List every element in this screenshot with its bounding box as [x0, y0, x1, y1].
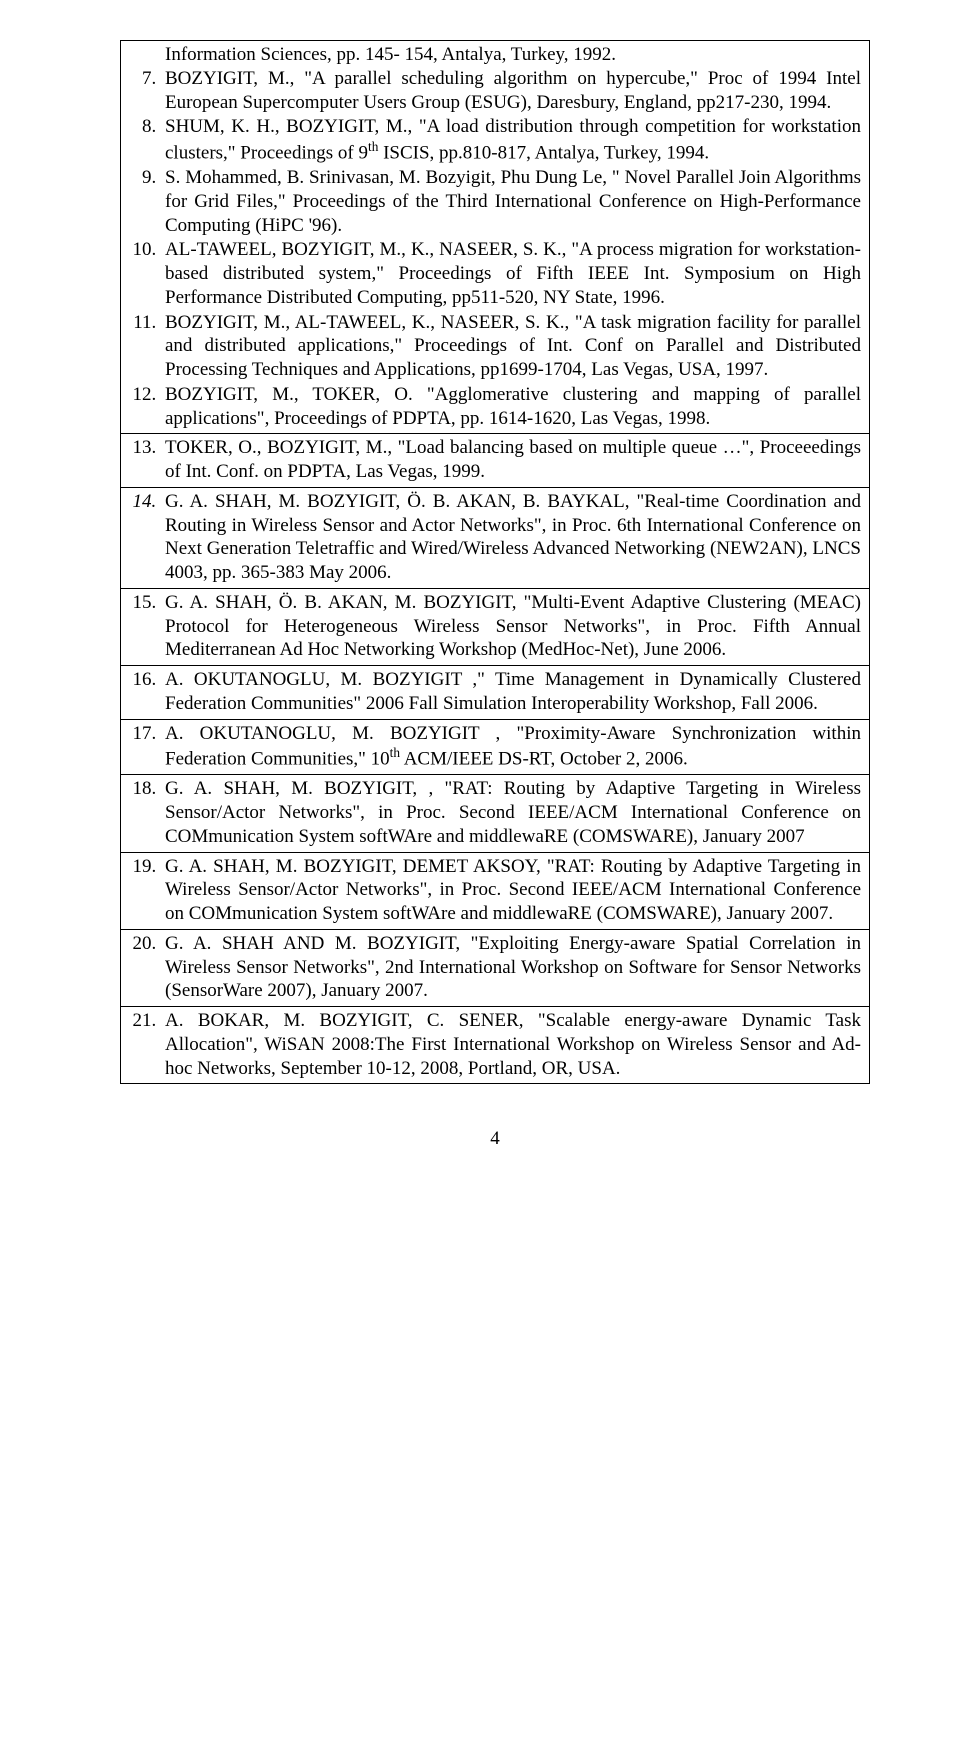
ref-cell-10: A. BOKAR, M. BOZYIGIT, C. SENER, "Scalab…: [121, 1007, 870, 1084]
ref-item: G. A. SHAH, Ö. B. AKAN, M. BOZYIGIT, "Mu…: [161, 591, 861, 662]
references-table: Information Sciences, pp. 145- 154, Anta…: [120, 40, 870, 1084]
ref-cell-1: Information Sciences, pp. 145- 154, Anta…: [121, 41, 870, 434]
ref-cell-6: A. OKUTANOGLU, M. BOZYIGIT , "Proximity-…: [121, 719, 870, 775]
ref-item: TOKER, O., BOZYIGIT, M., "Load balancing…: [161, 436, 861, 484]
ref-item: G. A. SHAH, M. BOZYIGIT, Ö. B. AKAN, B. …: [161, 490, 861, 585]
ref-cell-9: G. A. SHAH AND M. BOZYIGIT, "Exploiting …: [121, 929, 870, 1006]
ref-item: BOZYIGIT, M., TOKER, O. "Agglomerative c…: [161, 383, 861, 431]
ref-item: BOZYIGIT, M., "A parallel scheduling alg…: [161, 67, 861, 115]
ref-item: S. Mohammed, B. Srinivasan, M. Bozyigit,…: [161, 166, 861, 237]
ref-item: A. OKUTANOGLU, M. BOZYIGIT ," Time Manag…: [161, 668, 861, 716]
ref-cell-3: G. A. SHAH, M. BOZYIGIT, Ö. B. AKAN, B. …: [121, 487, 870, 588]
ref-cell-5: A. OKUTANOGLU, M. BOZYIGIT ," Time Manag…: [121, 666, 870, 720]
ref-item: G. A. SHAH, M. BOZYIGIT, DEMET AKSOY, "R…: [161, 855, 861, 926]
ref-cell-7: G. A. SHAH, M. BOZYIGIT, , "RAT: Routing…: [121, 775, 870, 852]
ref-cell-4: G. A. SHAH, Ö. B. AKAN, M. BOZYIGIT, "Mu…: [121, 588, 870, 665]
ref-cell-2: TOKER, O., BOZYIGIT, M., "Load balancing…: [121, 434, 870, 488]
ref-item: AL-TAWEEL, BOZYIGIT, M., K., NASEER, S. …: [161, 238, 861, 309]
ref-cell-8: G. A. SHAH, M. BOZYIGIT, DEMET AKSOY, "R…: [121, 852, 870, 929]
page-number: 4: [120, 1128, 870, 1150]
ref-item: A. OKUTANOGLU, M. BOZYIGIT , "Proximity-…: [161, 722, 861, 772]
ref-item: BOZYIGIT, M., AL-TAWEEL, K., NASEER, S. …: [161, 311, 861, 382]
ref-item: G. A. SHAH AND M. BOZYIGIT, "Exploiting …: [161, 932, 861, 1003]
ref-item: SHUM, K. H., BOZYIGIT, M., "A load distr…: [161, 115, 861, 165]
ref-item: G. A. SHAH, M. BOZYIGIT, , "RAT: Routing…: [161, 777, 861, 848]
ref-item: A. BOKAR, M. BOZYIGIT, C. SENER, "Scalab…: [161, 1009, 861, 1080]
ref-continuation: Information Sciences, pp. 145- 154, Anta…: [129, 43, 861, 67]
